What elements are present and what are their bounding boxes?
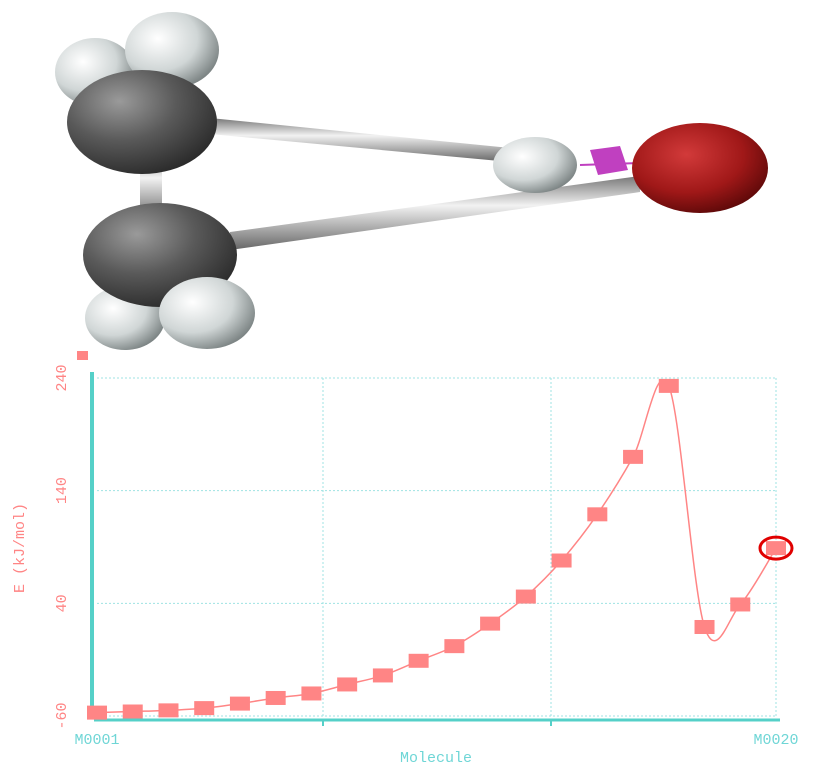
point [230, 697, 250, 711]
molecule-view [55, 12, 768, 350]
point [516, 590, 536, 604]
point [444, 639, 464, 653]
y-tick-label: 240 [54, 364, 71, 391]
point [730, 597, 750, 611]
y-axis-bar [90, 372, 94, 718]
point [409, 654, 429, 668]
point [552, 554, 572, 568]
energy-plot: Molecule E (kJ/mol) -60 40 140 240 M0001 M002… [12, 364, 799, 766]
point [87, 706, 107, 720]
point [123, 704, 143, 718]
marker [77, 351, 88, 360]
curve [97, 380, 776, 713]
y-tick-label: 40 [54, 594, 71, 612]
y-tick-label: 140 [54, 477, 71, 504]
y-axis-label: E (kJ/mol) [12, 503, 29, 593]
screen: Molecule E (kJ/mol) -60 40 140 240 M0001 M002… [0, 0, 814, 766]
x-axis-label: Molecule [400, 750, 472, 766]
point [695, 620, 715, 634]
point [766, 541, 786, 555]
point [373, 668, 393, 682]
point [301, 686, 321, 700]
point [158, 703, 178, 717]
point [587, 507, 607, 521]
page: {"chart_data": {"type": "line", "x_label… [0, 0, 814, 766]
point [623, 450, 643, 464]
point [266, 691, 286, 705]
point [480, 617, 500, 631]
x-tick-label: M0020 [753, 732, 798, 749]
point [337, 677, 357, 691]
x-tick-label: M0001 [74, 732, 119, 749]
point [659, 379, 679, 393]
point [194, 701, 214, 715]
y-tick-label: -60 [54, 702, 71, 729]
